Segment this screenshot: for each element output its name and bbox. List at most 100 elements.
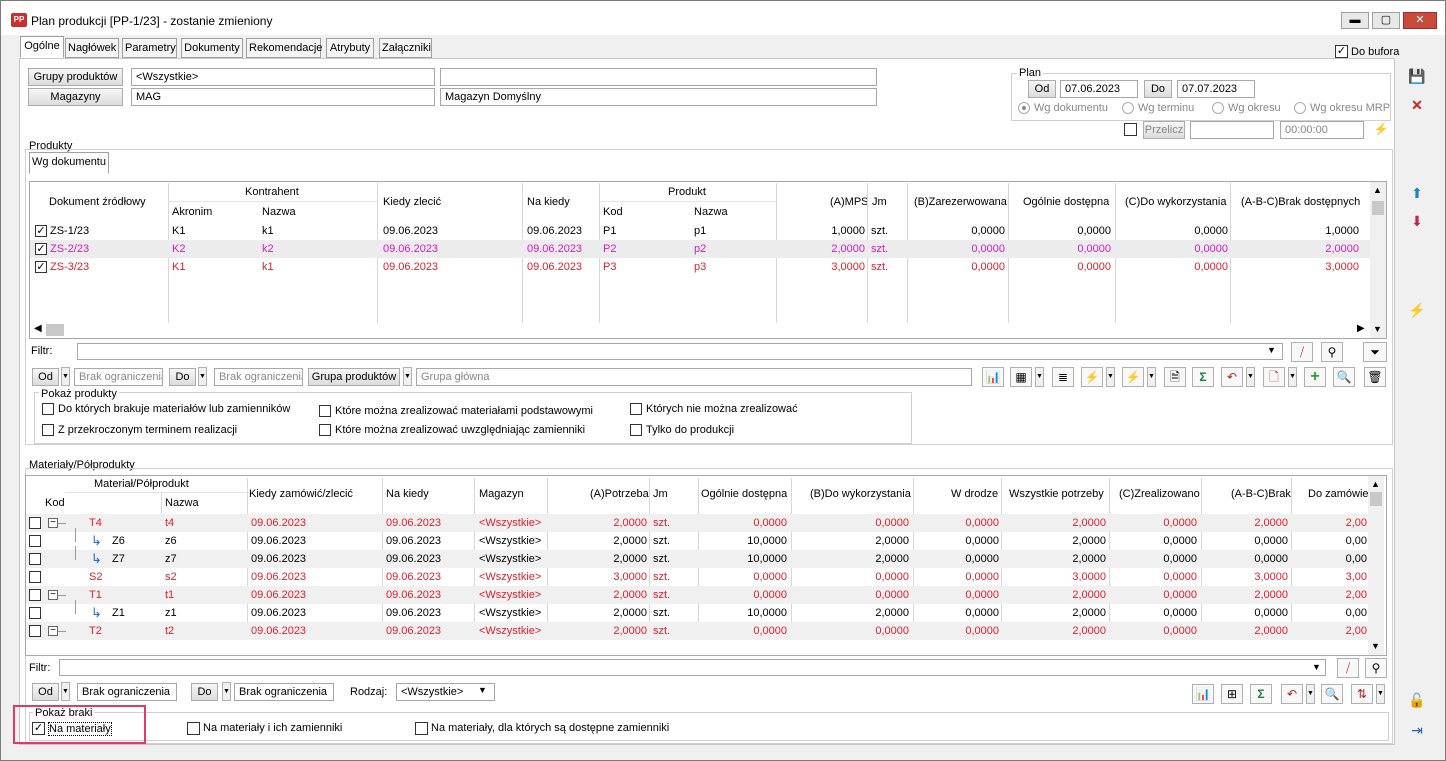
- grupy-name-field[interactable]: [440, 68, 877, 86]
- braki-checkbox-1[interactable]: [187, 722, 200, 735]
- do-dropdown-icon[interactable]: ▼: [198, 367, 207, 386]
- mat-do-dropdown-icon[interactable]: ▼: [222, 682, 231, 701]
- delete-icon[interactable]: 🗑: [1364, 367, 1386, 387]
- mat-sum-icon[interactable]: Σ: [1250, 684, 1272, 704]
- scroll-left-icon[interactable]: ◀: [34, 323, 42, 334]
- produkty-vscroll[interactable]: [1370, 182, 1386, 338]
- document-arrow-icon[interactable]: 🗋: [1263, 367, 1285, 387]
- mat-structure-icon[interactable]: ⊞: [1221, 684, 1243, 704]
- undo-dropdown-icon[interactable]: ▼: [1246, 367, 1255, 387]
- produkty-row-checkbox[interactable]: ✓: [35, 243, 47, 255]
- plan-radio-3[interactable]: [1294, 102, 1306, 114]
- grupa-dropdown-icon[interactable]: ▼: [403, 367, 412, 386]
- mat-scroll-down-icon[interactable]: ▼: [1371, 641, 1380, 651]
- materialy-row-checkbox[interactable]: [29, 535, 41, 547]
- materialy-row-checkbox[interactable]: [29, 625, 41, 637]
- tab-parametry[interactable]: Parametry: [122, 38, 177, 58]
- pokaz-checkbox-1[interactable]: [42, 424, 54, 436]
- materialy-od-input[interactable]: Brak ograniczenia: [77, 683, 177, 701]
- przelicz-time-field[interactable]: 00:00:00: [1280, 121, 1364, 139]
- materialy-row-checkbox[interactable]: [29, 553, 41, 565]
- grupy-produktow-button[interactable]: Grupy produktów: [28, 68, 123, 86]
- search-icon[interactable]: 🔍: [1333, 367, 1355, 387]
- generate-green-dropdown-icon[interactable]: ▼: [1147, 367, 1156, 387]
- mat-filter-builder-icon[interactable]: ⚲: [1365, 658, 1387, 678]
- produkty-row-checkbox[interactable]: ✓: [35, 261, 47, 273]
- plan-od-button[interactable]: Od: [1028, 80, 1056, 98]
- produkty-od-input[interactable]: Brak ograniczenia: [74, 368, 163, 386]
- document-arrow-dropdown-icon[interactable]: ▼: [1288, 367, 1297, 387]
- pokaz-checkbox-5[interactable]: [630, 424, 642, 436]
- cancel-icon[interactable]: ✕: [1411, 97, 1423, 113]
- filter-builder-icon[interactable]: ⚲: [1321, 342, 1343, 362]
- tab-załączniki[interactable]: Załączniki: [379, 38, 432, 58]
- przelicz-checkbox[interactable]: [1124, 123, 1137, 136]
- plan-do-button[interactable]: Do: [1144, 80, 1172, 98]
- produkty-hscroll-thumb[interactable]: [46, 324, 64, 336]
- produkty-do-input[interactable]: Brak ograniczenia: [214, 368, 303, 386]
- grupa-glowna-input[interactable]: Grupa główna: [416, 368, 972, 386]
- mat-sort-icon[interactable]: ⇅: [1351, 684, 1373, 704]
- generate-green-icon[interactable]: ⚡: [1122, 367, 1144, 387]
- mat-scroll-up-icon[interactable]: ▲: [1371, 479, 1380, 489]
- generate-icon[interactable]: ⚡: [1081, 367, 1103, 387]
- scroll-up-icon[interactable]: ▲: [1373, 185, 1382, 195]
- braki-checkbox-2[interactable]: [415, 722, 428, 735]
- clear-filter-icon[interactable]: ⧸: [1291, 342, 1313, 362]
- chevron-down-icon[interactable]: ▼: [1267, 345, 1276, 355]
- lightning-refresh-icon[interactable]: ⚡: [1373, 122, 1389, 136]
- produkty-vscroll-thumb[interactable]: [1372, 201, 1384, 215]
- materialy-od-button[interactable]: Od: [32, 683, 59, 701]
- przelicz-date-field[interactable]: [1190, 121, 1274, 139]
- produkty-filtr-input[interactable]: [77, 343, 1283, 360]
- materialy-do-input[interactable]: Brak ograniczenia: [234, 683, 334, 701]
- plan-radio-2[interactable]: [1212, 102, 1224, 114]
- grupa-produktow-button[interactable]: Grupa produktów: [308, 368, 400, 386]
- mat-chevron-down-icon[interactable]: ▼: [1312, 662, 1321, 672]
- add-icon[interactable]: +: [1304, 367, 1326, 387]
- braki-checkbox-0[interactable]: ✓: [32, 722, 45, 735]
- produkty-row-checkbox[interactable]: ✓: [35, 225, 47, 237]
- collapse-icon[interactable]: −: [48, 626, 58, 636]
- scroll-right-icon[interactable]: ▶: [1357, 323, 1365, 334]
- rodzaj-chevron-icon[interactable]: ▼: [478, 685, 487, 695]
- mat-chart-icon[interactable]: 📊: [1192, 684, 1214, 704]
- filter-dropdown-icon[interactable]: ⏷: [1363, 342, 1387, 362]
- mat-search-icon[interactable]: 🔍: [1321, 684, 1343, 704]
- collapse-icon[interactable]: −: [48, 590, 58, 600]
- plan-radio-0[interactable]: [1018, 102, 1030, 114]
- pokaz-checkbox-2[interactable]: [319, 405, 331, 417]
- tab-wg-dokumentu[interactable]: Wg dokumentu: [29, 152, 109, 174]
- gantt-icon[interactable]: ▦: [1010, 367, 1032, 387]
- grupy-value-field[interactable]: <Wszystkie>: [131, 68, 435, 86]
- materialy-row-checkbox[interactable]: [29, 589, 41, 601]
- gantt-dropdown-icon[interactable]: ▼: [1035, 367, 1044, 387]
- export-up-icon[interactable]: ⬆: [1411, 185, 1423, 201]
- pokaz-checkbox-3[interactable]: [319, 424, 331, 436]
- tab-rekomendacje[interactable]: Rekomendacje: [246, 38, 322, 58]
- lightning-icon[interactable]: ⚡: [1408, 302, 1426, 318]
- materialy-row-checkbox[interactable]: [29, 571, 41, 583]
- pokaz-checkbox-4[interactable]: [630, 403, 642, 415]
- tab-nagłówek[interactable]: Nagłówek: [65, 38, 119, 58]
- undo-icon[interactable]: ↶: [1221, 367, 1243, 387]
- produkty-do-button[interactable]: Do: [169, 368, 196, 386]
- materialy-filtr-input[interactable]: [59, 659, 1326, 676]
- mat-sort-dropdown-icon[interactable]: ▼: [1376, 684, 1385, 704]
- collapse-icon[interactable]: −: [48, 518, 58, 528]
- materialy-do-button[interactable]: Do: [191, 683, 218, 701]
- magazyn-name-field[interactable]: Magazyn Domyślny: [440, 88, 877, 106]
- pokaz-checkbox-0[interactable]: [42, 403, 54, 415]
- magazyn-code-field[interactable]: MAG: [131, 88, 435, 106]
- mat-undo-dropdown-icon[interactable]: ▼: [1306, 684, 1315, 704]
- scroll-down-icon[interactable]: ▼: [1373, 324, 1382, 334]
- materialy-vscroll[interactable]: [1368, 476, 1384, 655]
- mat-clear-filter-icon[interactable]: ⧸: [1337, 658, 1359, 678]
- rodzaj-select[interactable]: <Wszystkie>: [396, 683, 495, 701]
- document-icon[interactable]: 🗎: [1164, 367, 1186, 387]
- materialy-row-checkbox[interactable]: [29, 517, 41, 529]
- mat-od-dropdown-icon[interactable]: ▼: [61, 682, 70, 701]
- close-window-button[interactable]: ✕: [1403, 12, 1437, 29]
- tab-dokumenty[interactable]: Dokumenty: [181, 38, 243, 58]
- pin-icon[interactable]: ⇥: [1411, 722, 1423, 738]
